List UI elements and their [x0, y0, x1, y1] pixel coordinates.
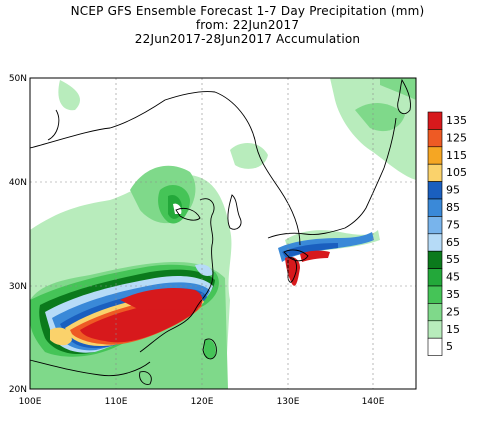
legend-swatch-95	[427, 181, 443, 200]
legend-label-55: 55	[446, 253, 460, 266]
legend-swatch-115	[427, 146, 443, 165]
color-legend: 135 125 115 105 95 85 75 65 55 45 35 25 15 5	[427, 111, 467, 356]
lat-label-20n: 20N	[9, 385, 27, 395]
lon-label-110e: 110E	[105, 397, 128, 407]
lat-label-30n: 30N	[9, 282, 27, 292]
legend-label-125: 125	[446, 131, 467, 144]
map-frame	[29, 77, 417, 390]
legend-label-15: 15	[446, 323, 460, 336]
legend-label-95: 95	[446, 184, 460, 197]
graticule	[30, 78, 416, 389]
legend-label-45: 45	[446, 271, 460, 284]
legend-swatch-25	[427, 303, 443, 322]
lat-axis-labels: 20N 30N 40N 50N	[9, 74, 27, 395]
legend-label-5: 5	[446, 340, 453, 353]
legend-label-75: 75	[446, 218, 460, 231]
precip-field	[30, 78, 416, 389]
lon-label-130e: 130E	[277, 397, 300, 407]
lon-label-100e: 100E	[19, 397, 42, 407]
chart-subtitle-date: from: 22Jun2017	[195, 18, 300, 32]
legend-swatch-85	[427, 198, 443, 217]
legend-swatch-45	[427, 268, 443, 287]
lon-label-120e: 120E	[191, 397, 214, 407]
legend-swatch-105	[427, 163, 443, 182]
lat-label-50n: 50N	[9, 74, 27, 84]
chart-title: NCEP GFS Ensemble Forecast 1-7 Day Preci…	[70, 4, 425, 18]
legend-swatch-125	[427, 129, 443, 148]
coastlines	[30, 78, 411, 385]
lon-axis-labels: 100E 110E 120E 130E 140E	[19, 397, 385, 407]
legend-swatch-5	[427, 337, 443, 356]
legend-swatch-75	[427, 216, 443, 235]
legend-swatch-55	[427, 250, 443, 269]
legend-swatch-35	[427, 285, 443, 304]
legend-swatch-15	[427, 320, 443, 339]
legend-swatch-65	[427, 233, 443, 252]
lat-label-40n: 40N	[9, 178, 27, 188]
legend-label-85: 85	[446, 201, 460, 214]
legend-label-65: 65	[446, 236, 460, 249]
legend-swatch-135	[427, 111, 443, 130]
legend-label-115: 115	[446, 149, 467, 162]
chart-subtitle-period: 22Jun2017-28Jun2017 Accumulation	[134, 32, 361, 46]
legend-label-105: 105	[446, 166, 467, 179]
legend-label-35: 35	[446, 288, 460, 301]
legend-label-135: 135	[446, 114, 467, 127]
legend-label-25: 25	[446, 305, 460, 318]
lon-label-140e: 140E	[362, 397, 385, 407]
